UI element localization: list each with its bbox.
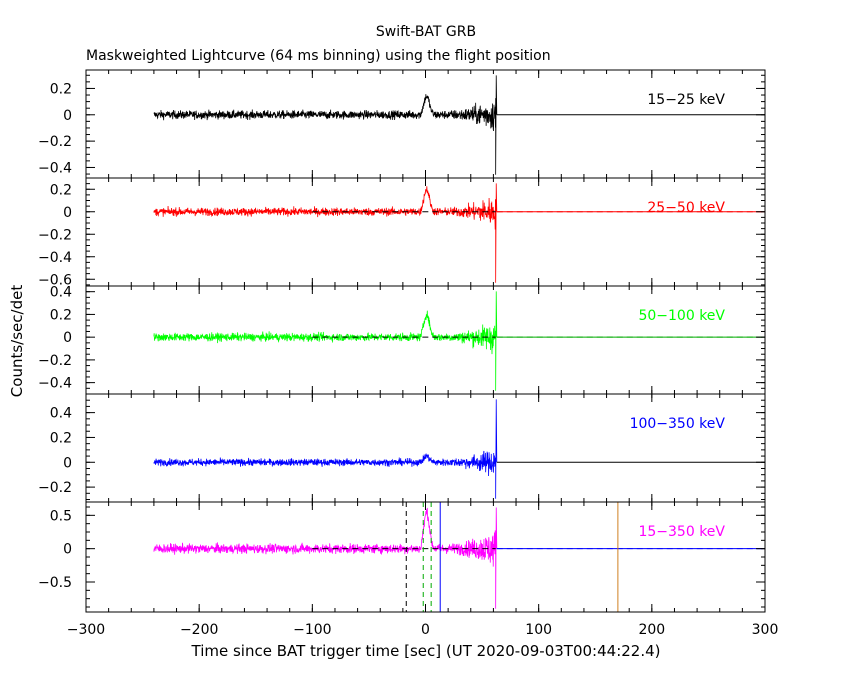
- panel-frame-2: [85, 177, 766, 287]
- panel-4: 0.4 0.2 0 −0.2 100−350 keV: [38, 393, 766, 503]
- ytick-label-2-1: 0.2: [50, 182, 72, 198]
- xtick-label-3: −100: [293, 622, 331, 638]
- panel-frame-4: [85, 393, 766, 503]
- ytick-label-4-2: 0.2: [50, 430, 72, 446]
- xtick-label-6: 200: [638, 622, 665, 638]
- ytick-label-4-4: −0.2: [38, 480, 72, 496]
- xtick-label-5: 100: [525, 622, 552, 638]
- chart-subtitle: Maskweighted Lightcurve (64 ms binning) …: [86, 48, 551, 64]
- panel-5: 0.5 0 −0.5 15−350 keV: [38, 501, 766, 613]
- y-axis-label: Counts/sec/det: [8, 285, 26, 398]
- panel-label-5: 15−350 keV: [638, 524, 725, 540]
- ytick-label-1-1: 0.2: [50, 81, 72, 97]
- panel-label-4: 100−350 keV: [630, 416, 726, 432]
- ytick-label-1-3: −0.2: [38, 134, 72, 150]
- xtick-label-2: −200: [180, 622, 218, 638]
- lightcurve-series-5: [153, 507, 498, 609]
- panel-label-3: 50−100 keV: [638, 308, 725, 324]
- ytick-label-3-5: −0.4: [38, 376, 72, 392]
- ytick-label-4-3: 0: [63, 455, 72, 471]
- lightcurve-series-3: [153, 291, 498, 391]
- panel-3: 0.4 0.2 0 −0.2 −0.4 50−100 keV: [38, 285, 766, 395]
- ytick-label-3-1: 0.4: [50, 285, 72, 301]
- ytick-label-2-5: −0.6: [38, 272, 72, 288]
- ytick-label-3-2: 0.2: [50, 307, 72, 323]
- ytick-label-1-4: −0.4: [38, 160, 72, 176]
- lightcurve-series-4: [153, 399, 498, 499]
- panel-label-1: 15−25 keV: [647, 92, 725, 108]
- ytick-label-5-1: 0.5: [50, 508, 72, 524]
- ytick-label-2-2: 0: [63, 205, 72, 221]
- chart-title: Swift-BAT GRB: [376, 24, 476, 40]
- xtick-label-1: −300: [67, 622, 105, 638]
- ytick-label-3-4: −0.2: [38, 353, 72, 369]
- panel-frame-1: [85, 69, 766, 179]
- x-axis-label: Time since BAT trigger time [sec] (UT 20…: [191, 642, 661, 660]
- xtick-label-4: 0: [421, 622, 430, 638]
- panel-2: 0.2 0 −0.2 −0.4 −0.6 25−50 keV: [38, 177, 766, 288]
- xtick-label-7: 300: [752, 622, 779, 638]
- panel-frame-5: [85, 501, 766, 613]
- ytick-label-2-4: −0.4: [38, 250, 72, 266]
- panels-group: 0.2 0 −0.2 −0.4 15−25 keV 0.2 0 −0.2 −0.4 −0.6 25−…: [38, 69, 766, 613]
- panel-frame-3: [85, 285, 766, 395]
- panel-label-2: 25−50 keV: [647, 200, 725, 216]
- ytick-label-3-3: 0: [63, 330, 72, 346]
- lightcurve-series-1: [153, 75, 498, 175]
- x-axis: −300 −200 −100 0 100 200 300: [67, 622, 779, 638]
- ytick-label-2-3: −0.2: [38, 227, 72, 243]
- ytick-label-1-2: 0: [63, 108, 72, 124]
- panel-1: 0.2 0 −0.2 −0.4 15−25 keV: [38, 69, 766, 179]
- lightcurve-series-2: [153, 183, 498, 283]
- ytick-label-5-3: −0.5: [38, 575, 72, 591]
- ytick-label-5-2: 0: [63, 542, 72, 558]
- ytick-label-4-1: 0.4: [50, 406, 72, 422]
